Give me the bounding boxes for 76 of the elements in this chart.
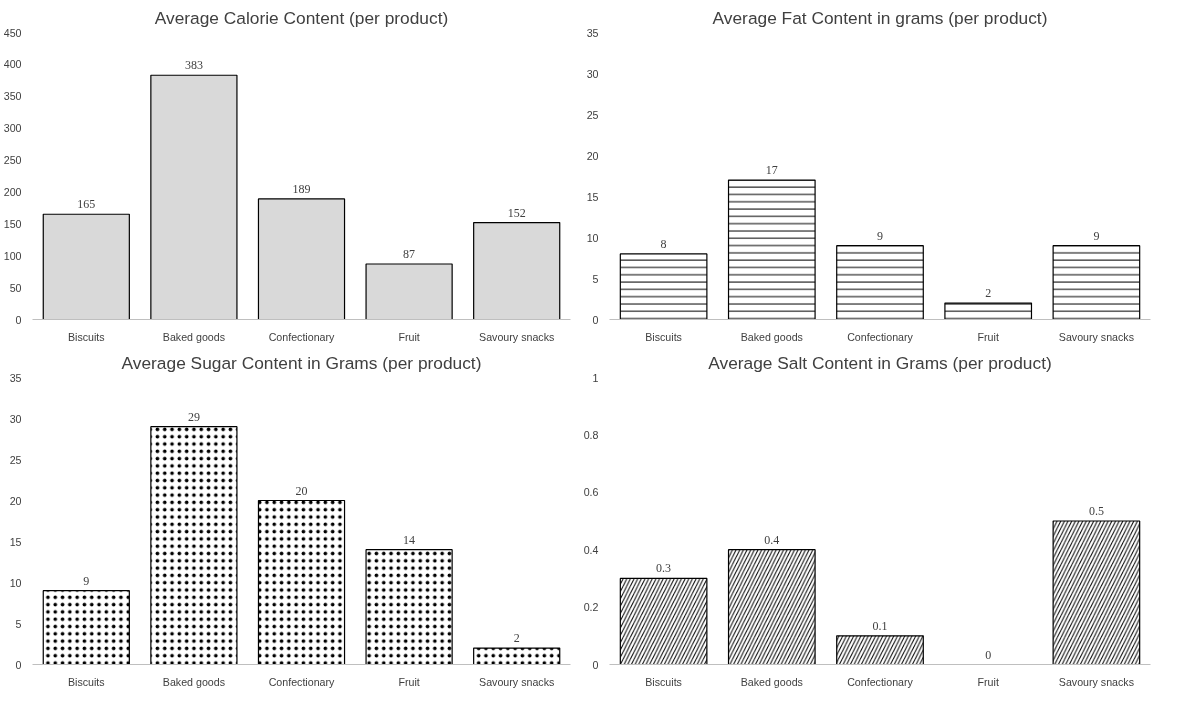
y-tick-label: 35: [586, 26, 599, 39]
x-tick-label: Savoury snacks: [479, 330, 555, 343]
x-tick-label: Confectionary: [268, 330, 336, 343]
y-tick-label: 25: [586, 108, 599, 121]
y-tick-label: 15: [586, 190, 599, 203]
data-label: 0.5: [1088, 504, 1104, 518]
y-tick-label: 30: [9, 412, 22, 425]
x-tick-label: Baked goods: [740, 330, 803, 343]
y-tick-label: 0: [592, 658, 599, 671]
data-label: 0.3: [656, 561, 672, 576]
x-tick-label: Savoury snacks: [1058, 330, 1135, 343]
data-label: 0.1: [872, 618, 888, 633]
data-label: 9: [83, 573, 90, 588]
x-tick-label: Baked goods: [162, 330, 226, 343]
data-label: 0.4: [764, 532, 780, 547]
x-tick-label: Baked goods: [740, 675, 803, 688]
data-label: 29: [187, 409, 200, 424]
y-tick-label: 5: [592, 272, 599, 285]
data-label: 14: [403, 532, 416, 547]
data-label: 20: [295, 483, 308, 498]
y-tick-label: 10: [586, 231, 599, 244]
data-label: 0: [985, 647, 992, 662]
y-tick-label: 0.6: [583, 486, 599, 499]
data-label: 9: [877, 228, 883, 243]
x-tick-label: Savoury snacks: [1058, 675, 1135, 688]
y-tick-label: 400: [3, 58, 22, 71]
x-tick-label: Confectionary: [847, 330, 914, 343]
data-label: 2: [513, 631, 520, 646]
chart-title: Average Salt Content in Grams (per product): [708, 352, 1052, 373]
data-label: 87: [403, 247, 416, 262]
y-tick-label: 0: [15, 313, 22, 326]
y-tick-label: 35: [9, 371, 22, 384]
data-label: 152: [507, 205, 526, 220]
x-tick-label: Confectionary: [847, 675, 914, 688]
y-tick-label: 300: [3, 122, 22, 135]
x-tick-label: Biscuits: [645, 675, 682, 688]
y-tick-label: 1: [592, 371, 599, 384]
y-tick-label: 450: [3, 26, 22, 39]
data-label: 189: [292, 181, 311, 196]
data-label: 2: [985, 286, 992, 301]
x-tick-label: Fruit: [977, 675, 999, 688]
y-tick-label: 100: [3, 249, 22, 262]
x-tick-label: Confectionary: [268, 675, 336, 688]
x-tick-label: Baked goods: [162, 675, 226, 688]
chart-title: Average Calorie Content (per product): [154, 7, 449, 28]
y-tick-label: 0.8: [583, 428, 599, 441]
chart-title: Average Sugar Content in Grams (per product): [121, 352, 482, 373]
data-label: 8: [660, 236, 667, 251]
x-tick-label: Biscuits: [67, 330, 105, 343]
x-tick-label: Fruit: [977, 330, 999, 343]
y-tick-label: 150: [3, 217, 22, 230]
data-label: 9: [1093, 228, 1100, 243]
y-tick-label: 350: [3, 90, 22, 103]
y-tick-label: 10: [9, 576, 22, 589]
y-tick-label: 200: [3, 185, 22, 198]
data-label: 17: [765, 163, 778, 178]
y-tick-label: 0: [15, 658, 22, 671]
y-tick-label: 0.4: [583, 543, 599, 556]
y-tick-label: 20: [9, 494, 22, 507]
x-tick-label: Fruit: [398, 330, 420, 343]
y-tick-label: 25: [9, 453, 22, 466]
y-tick-label: 15: [9, 535, 22, 548]
data-label: 383: [184, 58, 203, 73]
data-label: 165: [77, 197, 96, 212]
y-tick-label: 20: [586, 149, 599, 162]
x-tick-label: Fruit: [398, 675, 420, 688]
y-tick-label: 5: [15, 617, 22, 630]
y-tick-label: 250: [3, 154, 22, 167]
y-tick-label: 0.2: [583, 601, 599, 614]
chart-title: Average Fat Content in grams (per product): [712, 7, 1048, 28]
y-tick-label: 0: [592, 313, 599, 326]
y-tick-label: 50: [9, 281, 22, 294]
y-tick-label: 30: [586, 67, 599, 80]
x-tick-label: Savoury snacks: [479, 675, 555, 688]
x-tick-label: Biscuits: [67, 675, 105, 688]
x-tick-label: Biscuits: [645, 330, 682, 343]
